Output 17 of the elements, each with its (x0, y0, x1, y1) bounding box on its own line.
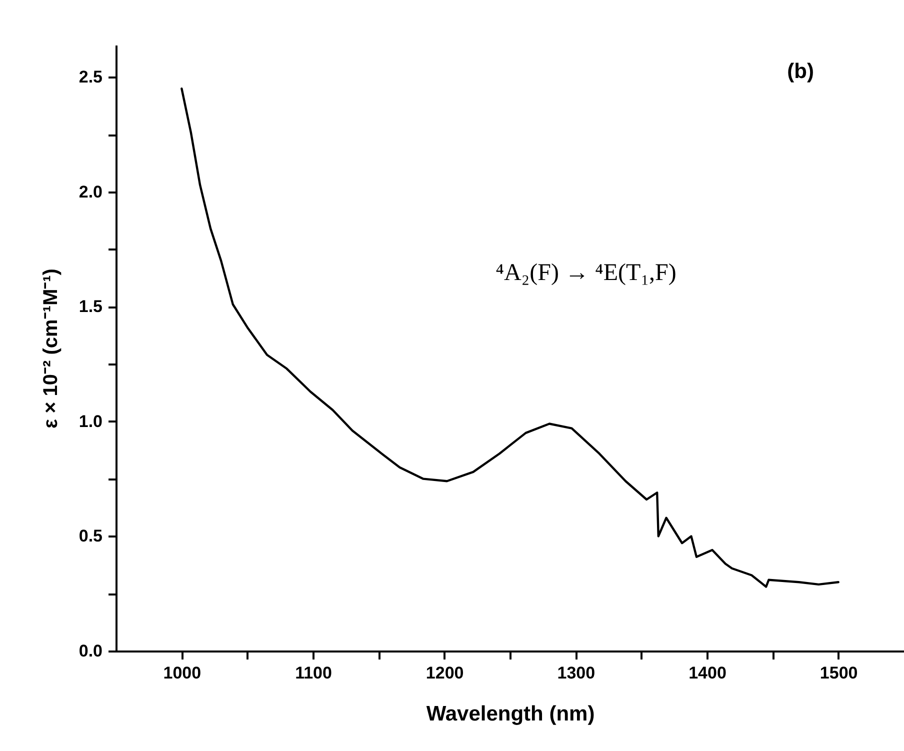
y-tick-label: 1.5 (78, 297, 102, 316)
x-tick-label: 1500 (820, 664, 858, 682)
y-axis-title: ε × 10⁻² (cm⁻¹M⁻¹) (40, 268, 62, 428)
x-axis-title: Wavelength (nm) (426, 702, 595, 726)
x-tick-label: 1000 (163, 664, 202, 682)
annotation: ⁴A₂(F) → ⁴E(T₁,F) (496, 260, 676, 286)
y-tick-label: 2.0 (78, 182, 102, 202)
line-series (180, 88, 840, 588)
x-tick-label: 1400 (688, 664, 726, 682)
x-tick-label: 1300 (557, 664, 596, 682)
y-tick-label: 0.5 (78, 526, 102, 546)
y-tick-label: 0.0 (78, 642, 102, 660)
annotation: (b) (787, 60, 814, 83)
x-tick-label: 1100 (295, 664, 332, 682)
y-tick-label: 1.0 (78, 412, 102, 431)
x-tick-label: 1200 (426, 664, 464, 682)
y-tick-label: 2.5 (78, 68, 102, 87)
